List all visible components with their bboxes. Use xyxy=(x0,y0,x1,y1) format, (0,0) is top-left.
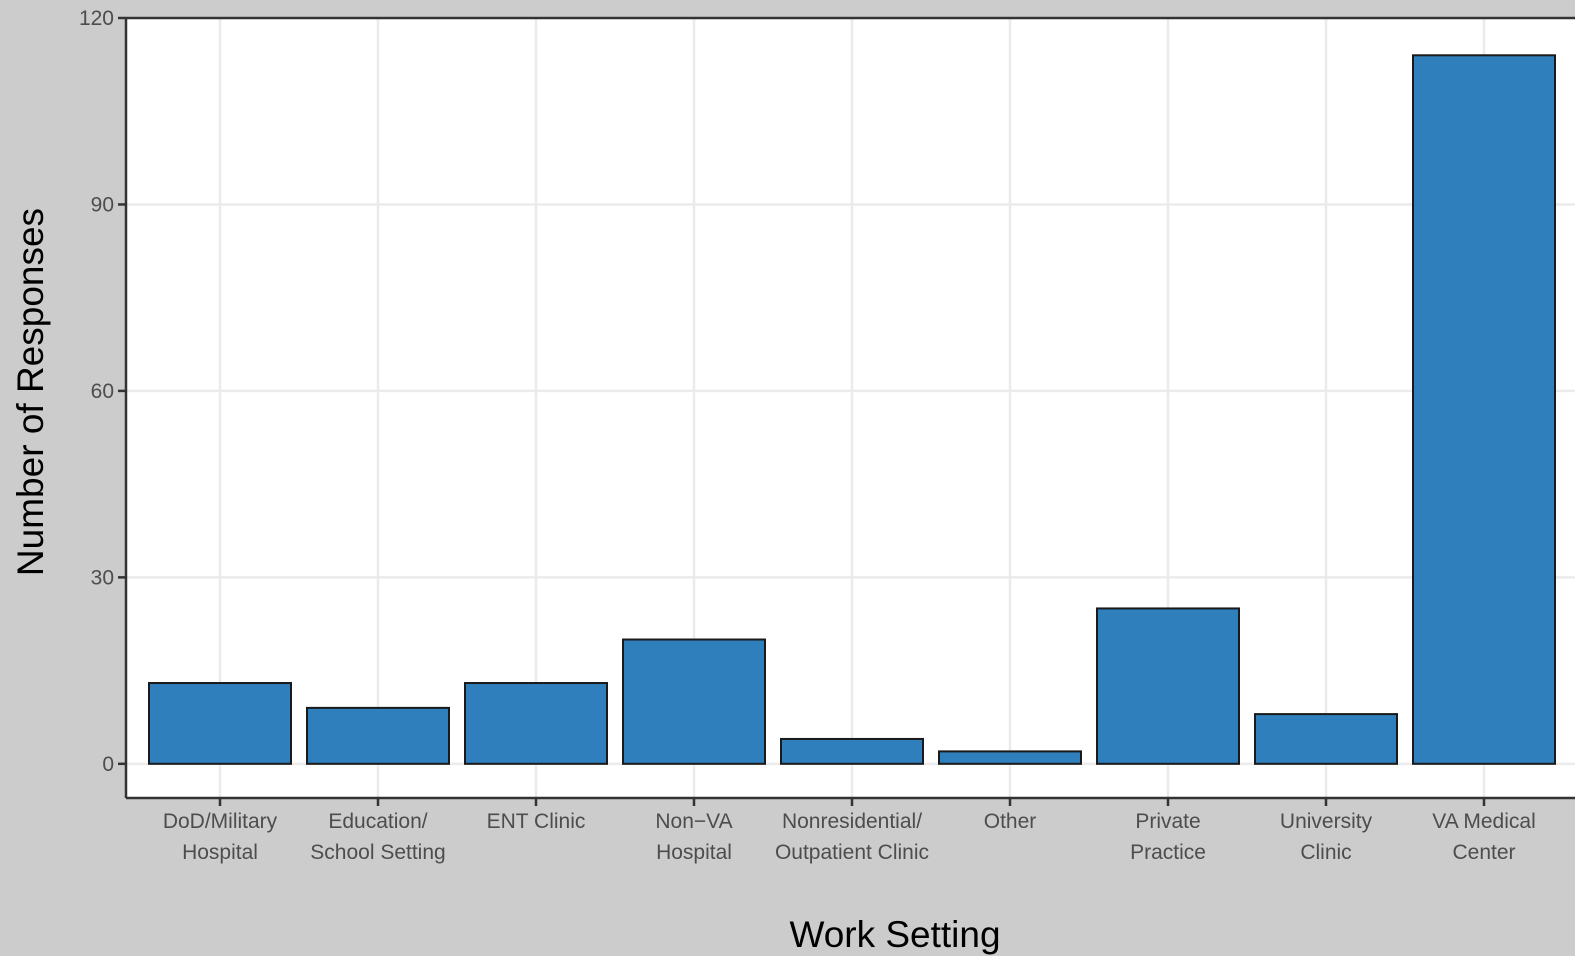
y-tick-label: 60 xyxy=(91,380,114,403)
bar xyxy=(464,682,608,765)
bars xyxy=(148,54,1556,765)
x-tick-label: Nonresidential/ xyxy=(782,810,922,833)
panel-background xyxy=(126,18,1575,798)
x-axis-ticks: DoD/Military Hospital Education/School Set… xyxy=(163,798,1536,864)
bar xyxy=(1096,607,1240,765)
x-tick-label: School Setting xyxy=(310,841,445,864)
x-tick-label: Practice xyxy=(1130,841,1206,864)
y-axis-ticks: 0 30 60 90 120 xyxy=(79,7,126,776)
bar xyxy=(148,682,292,765)
y-tick-label: 0 xyxy=(102,753,114,776)
bar xyxy=(780,737,924,765)
bar xyxy=(1254,713,1398,765)
x-tick-label: VA Medical xyxy=(1432,810,1536,833)
x-tick-label: Other xyxy=(984,810,1037,833)
x-axis-title: Work Setting xyxy=(789,914,1000,955)
bar xyxy=(622,638,766,765)
x-tick-label: Center xyxy=(1452,841,1515,864)
bar xyxy=(306,706,450,765)
x-tick-label: University xyxy=(1280,810,1373,833)
y-tick-label: 30 xyxy=(91,566,114,589)
bar xyxy=(938,750,1082,765)
bar xyxy=(1412,54,1556,765)
x-tick-label: Private xyxy=(1135,810,1200,833)
x-tick-label: Non−VA xyxy=(655,810,732,833)
x-tick-label: Hospital xyxy=(182,841,258,864)
x-tick-label: Clinic xyxy=(1300,841,1351,864)
x-tick-label: DoD/Military xyxy=(163,810,278,833)
x-tick-label: Hospital xyxy=(656,841,732,864)
x-tick-label: Outpatient Clinic xyxy=(775,841,929,864)
x-tick-label: Education/ xyxy=(328,810,427,833)
y-axis-title: Number of Responses xyxy=(10,208,51,576)
y-tick-label: 90 xyxy=(91,193,114,216)
x-tick-label: ENT Clinic xyxy=(487,810,586,833)
y-tick-label: 120 xyxy=(79,7,114,30)
